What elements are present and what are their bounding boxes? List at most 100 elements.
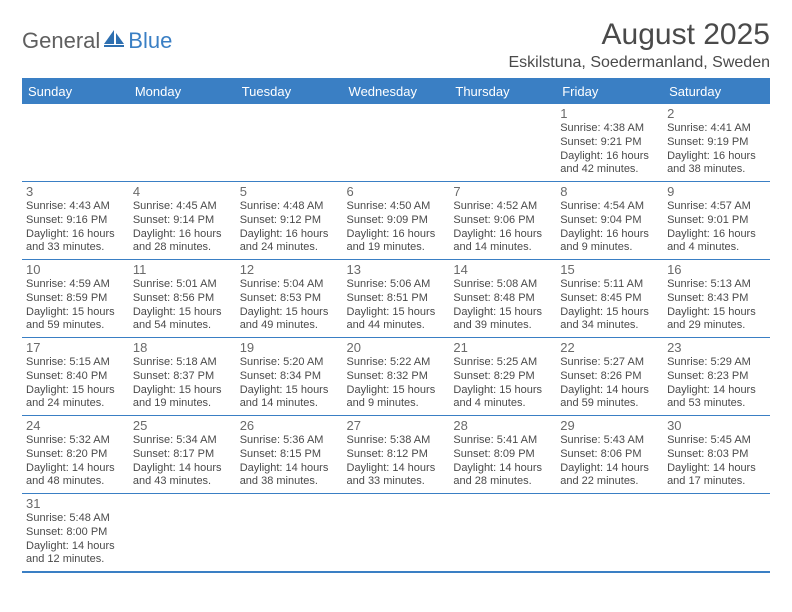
calendar-empty-cell — [449, 104, 556, 182]
day-number: 23 — [667, 340, 766, 355]
day-number: 19 — [240, 340, 339, 355]
location: Eskilstuna, Soedermanland, Sweden — [509, 54, 771, 72]
day-details: Sunrise: 5:13 AMSunset: 8:43 PMDaylight:… — [667, 278, 766, 333]
weekday-header: Tuesday — [236, 79, 343, 104]
calendar-day-cell: 31Sunrise: 5:48 AMSunset: 8:00 PMDayligh… — [22, 494, 129, 573]
calendar-day-cell: 27Sunrise: 5:38 AMSunset: 8:12 PMDayligh… — [343, 416, 450, 494]
day-details: Sunrise: 4:57 AMSunset: 9:01 PMDaylight:… — [667, 200, 766, 255]
weekday-header: Monday — [129, 79, 236, 104]
calendar-day-cell: 6Sunrise: 4:50 AMSunset: 9:09 PMDaylight… — [343, 182, 450, 260]
logo: General Blue — [22, 18, 172, 54]
day-number: 12 — [240, 262, 339, 277]
calendar-week-row: 3Sunrise: 4:43 AMSunset: 9:16 PMDaylight… — [22, 182, 770, 260]
day-number: 11 — [133, 262, 232, 277]
calendar-day-cell: 24Sunrise: 5:32 AMSunset: 8:20 PMDayligh… — [22, 416, 129, 494]
calendar-empty-cell — [449, 494, 556, 573]
calendar-week-row: 31Sunrise: 5:48 AMSunset: 8:00 PMDayligh… — [22, 494, 770, 573]
day-number: 24 — [26, 418, 125, 433]
calendar-empty-cell — [556, 494, 663, 573]
calendar-day-cell: 20Sunrise: 5:22 AMSunset: 8:32 PMDayligh… — [343, 338, 450, 416]
day-number: 21 — [453, 340, 552, 355]
header: General Blue August 2025 Eskilstuna, Soe… — [22, 18, 770, 72]
calendar-empty-cell — [343, 494, 450, 573]
calendar-day-cell: 12Sunrise: 5:04 AMSunset: 8:53 PMDayligh… — [236, 260, 343, 338]
calendar-day-cell: 28Sunrise: 5:41 AMSunset: 8:09 PMDayligh… — [449, 416, 556, 494]
day-details: Sunrise: 5:11 AMSunset: 8:45 PMDaylight:… — [560, 278, 659, 333]
day-number: 20 — [347, 340, 446, 355]
day-details: Sunrise: 4:48 AMSunset: 9:12 PMDaylight:… — [240, 200, 339, 255]
day-number: 1 — [560, 106, 659, 121]
day-number: 26 — [240, 418, 339, 433]
day-details: Sunrise: 5:01 AMSunset: 8:56 PMDaylight:… — [133, 278, 232, 333]
calendar-day-cell: 22Sunrise: 5:27 AMSunset: 8:26 PMDayligh… — [556, 338, 663, 416]
calendar-empty-cell — [343, 104, 450, 182]
calendar-day-cell: 3Sunrise: 4:43 AMSunset: 9:16 PMDaylight… — [22, 182, 129, 260]
day-details: Sunrise: 5:20 AMSunset: 8:34 PMDaylight:… — [240, 356, 339, 411]
calendar-day-cell: 2Sunrise: 4:41 AMSunset: 9:19 PMDaylight… — [663, 104, 770, 182]
calendar-empty-cell — [129, 494, 236, 573]
calendar-empty-cell — [663, 494, 770, 573]
logo-text-blue: Blue — [128, 28, 172, 54]
calendar-day-cell: 18Sunrise: 5:18 AMSunset: 8:37 PMDayligh… — [129, 338, 236, 416]
day-number: 17 — [26, 340, 125, 355]
day-number: 8 — [560, 184, 659, 199]
day-number: 7 — [453, 184, 552, 199]
day-number: 5 — [240, 184, 339, 199]
day-details: Sunrise: 5:43 AMSunset: 8:06 PMDaylight:… — [560, 434, 659, 489]
calendar-day-cell: 8Sunrise: 4:54 AMSunset: 9:04 PMDaylight… — [556, 182, 663, 260]
logo-sail-icon — [104, 30, 126, 53]
calendar-empty-cell — [22, 104, 129, 182]
day-details: Sunrise: 5:41 AMSunset: 8:09 PMDaylight:… — [453, 434, 552, 489]
calendar-day-cell: 7Sunrise: 4:52 AMSunset: 9:06 PMDaylight… — [449, 182, 556, 260]
calendar-day-cell: 13Sunrise: 5:06 AMSunset: 8:51 PMDayligh… — [343, 260, 450, 338]
day-number: 15 — [560, 262, 659, 277]
calendar-day-cell: 23Sunrise: 5:29 AMSunset: 8:23 PMDayligh… — [663, 338, 770, 416]
calendar-day-cell: 14Sunrise: 5:08 AMSunset: 8:48 PMDayligh… — [449, 260, 556, 338]
logo-text-general: General — [22, 28, 100, 54]
day-number: 29 — [560, 418, 659, 433]
calendar-day-cell: 5Sunrise: 4:48 AMSunset: 9:12 PMDaylight… — [236, 182, 343, 260]
calendar-day-cell: 1Sunrise: 4:38 AMSunset: 9:21 PMDaylight… — [556, 104, 663, 182]
calendar-day-cell: 25Sunrise: 5:34 AMSunset: 8:17 PMDayligh… — [129, 416, 236, 494]
day-number: 6 — [347, 184, 446, 199]
weekday-header-row: SundayMondayTuesdayWednesdayThursdayFrid… — [22, 79, 770, 104]
weekday-header: Saturday — [663, 79, 770, 104]
calendar-week-row: 10Sunrise: 4:59 AMSunset: 8:59 PMDayligh… — [22, 260, 770, 338]
day-number: 16 — [667, 262, 766, 277]
calendar-empty-cell — [129, 104, 236, 182]
day-details: Sunrise: 5:22 AMSunset: 8:32 PMDaylight:… — [347, 356, 446, 411]
day-details: Sunrise: 5:32 AMSunset: 8:20 PMDaylight:… — [26, 434, 125, 489]
title-block: August 2025 Eskilstuna, Soedermanland, S… — [509, 18, 771, 72]
day-details: Sunrise: 5:45 AMSunset: 8:03 PMDaylight:… — [667, 434, 766, 489]
day-details: Sunrise: 5:25 AMSunset: 8:29 PMDaylight:… — [453, 356, 552, 411]
day-details: Sunrise: 4:43 AMSunset: 9:16 PMDaylight:… — [26, 200, 125, 255]
day-details: Sunrise: 5:08 AMSunset: 8:48 PMDaylight:… — [453, 278, 552, 333]
day-details: Sunrise: 4:52 AMSunset: 9:06 PMDaylight:… — [453, 200, 552, 255]
day-number: 14 — [453, 262, 552, 277]
day-number: 22 — [560, 340, 659, 355]
calendar-week-row: 1Sunrise: 4:38 AMSunset: 9:21 PMDaylight… — [22, 104, 770, 182]
day-number: 18 — [133, 340, 232, 355]
weekday-header: Thursday — [449, 79, 556, 104]
day-details: Sunrise: 5:36 AMSunset: 8:15 PMDaylight:… — [240, 434, 339, 489]
calendar-week-row: 24Sunrise: 5:32 AMSunset: 8:20 PMDayligh… — [22, 416, 770, 494]
day-number: 28 — [453, 418, 552, 433]
day-number: 10 — [26, 262, 125, 277]
calendar-body: 1Sunrise: 4:38 AMSunset: 9:21 PMDaylight… — [22, 104, 770, 573]
day-details: Sunrise: 4:50 AMSunset: 9:09 PMDaylight:… — [347, 200, 446, 255]
day-details: Sunrise: 4:59 AMSunset: 8:59 PMDaylight:… — [26, 278, 125, 333]
calendar-day-cell: 11Sunrise: 5:01 AMSunset: 8:56 PMDayligh… — [129, 260, 236, 338]
calendar-day-cell: 29Sunrise: 5:43 AMSunset: 8:06 PMDayligh… — [556, 416, 663, 494]
calendar-day-cell: 4Sunrise: 4:45 AMSunset: 9:14 PMDaylight… — [129, 182, 236, 260]
calendar-day-cell: 9Sunrise: 4:57 AMSunset: 9:01 PMDaylight… — [663, 182, 770, 260]
calendar-empty-cell — [236, 104, 343, 182]
day-details: Sunrise: 5:18 AMSunset: 8:37 PMDaylight:… — [133, 356, 232, 411]
day-details: Sunrise: 4:41 AMSunset: 9:19 PMDaylight:… — [667, 122, 766, 177]
calendar-day-cell: 19Sunrise: 5:20 AMSunset: 8:34 PMDayligh… — [236, 338, 343, 416]
day-details: Sunrise: 5:38 AMSunset: 8:12 PMDaylight:… — [347, 434, 446, 489]
day-details: Sunrise: 5:15 AMSunset: 8:40 PMDaylight:… — [26, 356, 125, 411]
calendar-table: SundayMondayTuesdayWednesdayThursdayFrid… — [22, 78, 770, 573]
day-details: Sunrise: 5:27 AMSunset: 8:26 PMDaylight:… — [560, 356, 659, 411]
calendar-day-cell: 10Sunrise: 4:59 AMSunset: 8:59 PMDayligh… — [22, 260, 129, 338]
day-details: Sunrise: 5:34 AMSunset: 8:17 PMDaylight:… — [133, 434, 232, 489]
